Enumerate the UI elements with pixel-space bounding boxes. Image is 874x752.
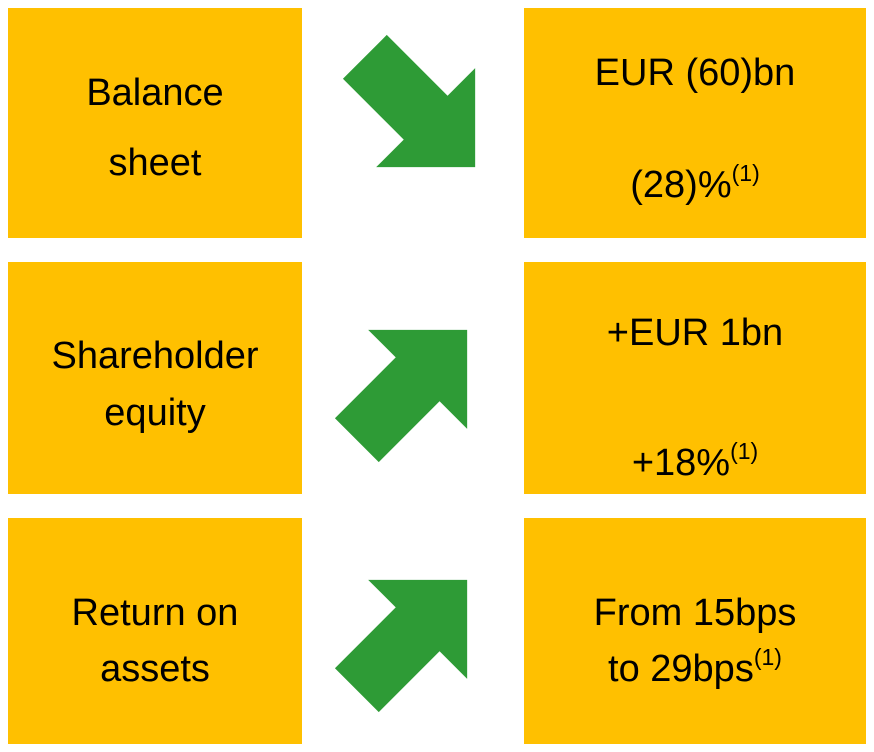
value-box — [524, 262, 866, 494]
arrow-up — [334, 329, 468, 463]
label-box — [8, 262, 302, 494]
label-line: sheet — [109, 142, 202, 184]
footnote-ref: (1) — [730, 438, 758, 464]
footnote-ref: (1) — [754, 644, 782, 670]
value-text: (28)% — [630, 164, 731, 206]
value-box — [524, 8, 866, 238]
value-text: From 15bps — [594, 592, 797, 634]
label-line: equity — [104, 392, 205, 434]
label-line: Return on — [72, 592, 239, 634]
value-line: From 15bps — [594, 592, 797, 634]
arrow-up — [334, 579, 468, 713]
label-box — [8, 8, 302, 238]
value-text: +18% — [632, 442, 730, 484]
label-box — [8, 518, 302, 744]
value-text: +EUR 1bn — [607, 312, 783, 354]
label-line: assets — [100, 648, 210, 690]
label-line: Balance — [86, 72, 223, 114]
value-line: (28)%(1) — [630, 160, 760, 206]
value-line: +EUR 1bn — [607, 312, 783, 354]
arrow-down — [342, 34, 476, 168]
value-line: +18%(1) — [632, 438, 758, 484]
value-line: EUR (60)bn — [595, 52, 796, 94]
value-line: to 29bps(1) — [608, 644, 782, 690]
label-line: Shareholder — [51, 335, 258, 377]
footnote-ref: (1) — [732, 160, 760, 186]
value-box — [524, 518, 866, 744]
value-text: EUR (60)bn — [595, 52, 796, 94]
value-text: to 29bps — [608, 648, 754, 690]
